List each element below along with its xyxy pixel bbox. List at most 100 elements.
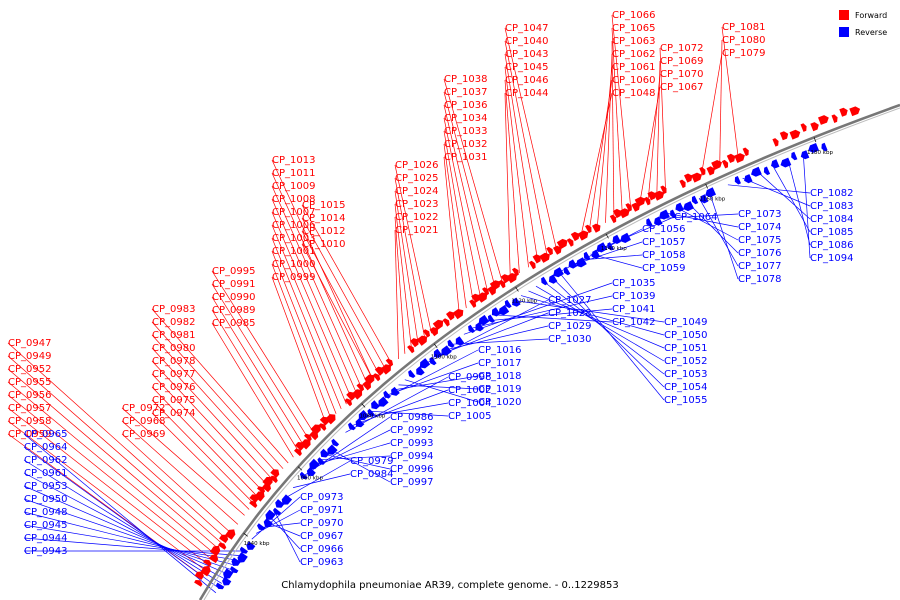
forward-leader-line: [7, 342, 228, 540]
gene-arrow: [320, 448, 330, 458]
forward-leader-line: [394, 177, 426, 339]
tick-mark: [605, 233, 609, 239]
gene-arrow: [684, 173, 693, 183]
reverse-leader-line: [787, 158, 811, 246]
gene-arrow: [372, 373, 381, 382]
forward-label: CP_1065: [612, 23, 655, 34]
forward-leader-line: [151, 399, 255, 504]
reverse-label: CP_1041: [612, 304, 655, 315]
forward-label: CP_1001: [272, 246, 315, 257]
forward-label: CP_1080: [722, 35, 765, 46]
reverse-leader-line: [398, 384, 479, 390]
reverse-leader-line: [657, 213, 739, 219]
forward-label: CP_1012: [302, 226, 345, 237]
reverse-label: CP_0992: [390, 425, 433, 436]
reverse-label: CP_1039: [612, 291, 655, 302]
gene-arrow: [408, 369, 416, 378]
gene-arrow: [721, 159, 729, 169]
reverse-label: CP_0993: [390, 438, 433, 449]
forward-label: CP_0976: [152, 382, 195, 393]
forward-label: CP_1047: [505, 23, 548, 34]
gene-arrow: [653, 190, 665, 201]
gene-arrow: [512, 297, 521, 307]
forward-label: CP_0947: [8, 338, 51, 349]
forward-label: CP_0982: [152, 317, 195, 328]
reverse-label: CP_1004: [448, 398, 491, 409]
reverse-leader-line: [802, 152, 811, 259]
gene-arrow: [447, 339, 455, 348]
reverse-leader-line: [698, 197, 739, 267]
legend: Forward Reverse: [839, 10, 887, 37]
gene-arrow: [849, 106, 861, 117]
tick-label: 1100 kbp: [431, 355, 457, 361]
forward-leader-line: [7, 355, 224, 545]
gene-arrow: [429, 327, 438, 337]
forward-leader-line: [596, 66, 613, 228]
gene-arrow: [194, 571, 204, 580]
reverse-leader-line: [463, 282, 613, 335]
forward-label: CP_0952: [8, 364, 51, 375]
reverse-label: CP_0943: [24, 546, 67, 557]
reverse-label: CP_1054: [664, 382, 707, 393]
forward-leader-line: [151, 308, 289, 464]
forward-leader-line: [7, 407, 210, 566]
reverse-label: CP_0961: [24, 468, 67, 479]
forward-label: CP_1003: [272, 233, 315, 244]
reverse-leader-line: [23, 472, 225, 580]
reverse-leader-line: [677, 207, 739, 241]
tick-mark: [361, 403, 366, 408]
gene-arrow: [646, 218, 653, 227]
gene-arrow: [378, 396, 389, 407]
forward-leader-line: [611, 27, 623, 215]
gene-arrow: [209, 554, 219, 564]
gene-arrow: [591, 249, 601, 259]
reverse-label: CP_0997: [390, 477, 433, 488]
gene-arrow: [475, 322, 484, 332]
gene-arrow: [742, 147, 749, 157]
gene-arrow: [300, 439, 311, 450]
gene-arrow: [512, 267, 519, 277]
gene-arrow: [670, 209, 677, 219]
forward-label: CP_1046: [505, 75, 548, 86]
gene-arrow: [800, 123, 807, 132]
gene-arrow: [831, 114, 838, 123]
gene-arrow: [553, 245, 562, 255]
forward-label: CP_1022: [395, 212, 438, 223]
reverse-label: CP_1073: [738, 209, 781, 220]
reverse-leader-line: [269, 515, 301, 550]
forward-label: CP_0980: [152, 343, 195, 354]
gene-arrow: [596, 242, 608, 253]
gene-arrow: [634, 196, 646, 207]
reverse-label: CP_1083: [810, 201, 853, 212]
gene-arrow: [239, 546, 248, 554]
forward-label: CP_1009: [272, 181, 315, 192]
gene-arrow: [491, 307, 501, 317]
gene-arrow: [371, 400, 380, 410]
reverse-leader-line: [520, 295, 665, 336]
gene-arrow: [568, 259, 578, 269]
forward-leader-line: [301, 204, 393, 365]
forward-label: CP_0957: [8, 403, 51, 414]
reverse-label: CP_0962: [24, 455, 67, 466]
gene-arrow: [529, 260, 536, 270]
gene-arrow: [808, 143, 819, 153]
gene-arrow: [556, 238, 568, 250]
forward-label: CP_0990: [212, 292, 255, 303]
forward-leader-line: [211, 309, 299, 452]
reverse-label: CP_0945: [24, 520, 67, 531]
gene-arrow: [218, 542, 227, 550]
forward-label: CP_1025: [395, 173, 438, 184]
forward-leader-line: [394, 229, 399, 360]
gene-arrow: [699, 167, 706, 176]
reverse-leader-line: [404, 379, 479, 403]
forward-label: CP_1066: [612, 10, 655, 21]
reverse-label: CP_1058: [642, 250, 685, 261]
forward-label: CP_0999: [272, 272, 315, 283]
forward-leader-line: [271, 211, 353, 400]
reverse-label: CP_1056: [642, 224, 685, 235]
forward-leader-line: [443, 91, 496, 289]
forward-label: CP_1000: [272, 259, 315, 270]
gene-arrow: [548, 274, 558, 284]
reverse-label: CP_1030: [548, 334, 591, 345]
